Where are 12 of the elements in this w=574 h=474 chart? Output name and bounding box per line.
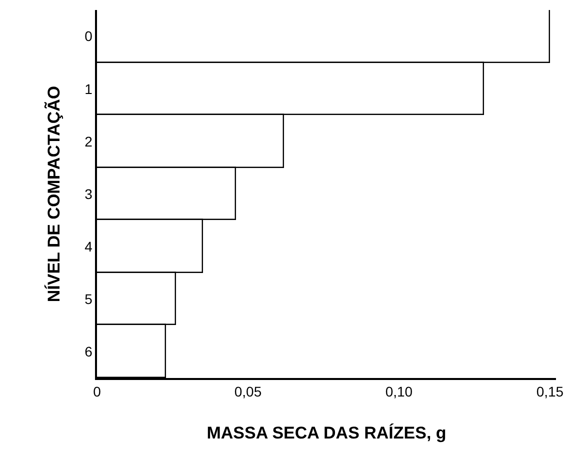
y-tick-label: 1 [84, 80, 93, 97]
y-axis-title: NÍVEL DE COMPACTAÇÃO [44, 86, 64, 302]
y-tick-label: 2 [84, 133, 93, 150]
x-tick-label: 0,10 [385, 384, 413, 400]
y-tick-label: 0 [84, 28, 93, 44]
y-tick-label: 4 [84, 238, 93, 254]
y-tick-label: 5 [84, 291, 93, 308]
x-tick-label: 0,05 [234, 384, 262, 400]
y-tick-label: 3 [84, 186, 93, 202]
x-tick-label: 0,15 [536, 384, 564, 400]
y-tick-label: 6 [84, 344, 93, 360]
x-axis-title: MASSA SECA DAS RAÍZES, g [206, 422, 446, 442]
